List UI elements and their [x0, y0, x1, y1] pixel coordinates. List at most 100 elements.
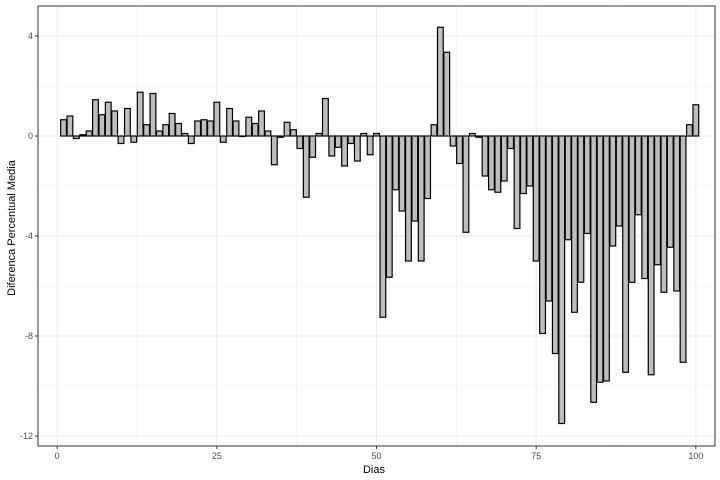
bar	[334, 135, 342, 148]
bar	[143, 124, 151, 137]
y-tick-label: 4	[28, 31, 33, 41]
x-tick-label: 75	[531, 451, 541, 461]
bar	[494, 135, 502, 193]
bar	[430, 124, 438, 137]
bar	[155, 130, 163, 137]
bar	[615, 135, 623, 227]
bar	[366, 135, 374, 156]
x-tick-label: 25	[212, 451, 222, 461]
y-tick-label: 0	[28, 131, 33, 141]
bar	[289, 129, 297, 137]
axis-ticks: 0 25 50 75 100 -12 -8 -4 0 4	[20, 31, 703, 461]
bar	[385, 135, 393, 278]
bar	[66, 115, 74, 137]
bar	[347, 135, 355, 145]
bar	[666, 135, 674, 248]
y-axis-title: Diferenca Percentual Media	[6, 159, 18, 296]
bar	[130, 135, 138, 143]
bar	[602, 135, 610, 382]
bar	[475, 135, 483, 138]
bar	[500, 135, 508, 182]
bar	[79, 134, 87, 137]
y-tick-label: -4	[25, 231, 33, 241]
bar	[564, 135, 572, 241]
bar	[558, 135, 566, 425]
bar	[187, 135, 195, 145]
bar	[175, 122, 182, 137]
bar	[545, 135, 553, 302]
bar	[117, 135, 125, 145]
bar	[226, 107, 234, 137]
bar	[692, 104, 700, 137]
bar	[213, 101, 221, 137]
bar	[373, 132, 380, 137]
bar	[258, 110, 266, 137]
bar	[328, 135, 336, 157]
bar	[539, 135, 547, 335]
bar	[341, 135, 349, 167]
bar	[277, 135, 285, 138]
bar	[417, 135, 425, 262]
bar	[456, 135, 464, 165]
bar	[481, 135, 489, 177]
bar	[462, 135, 470, 233]
bar	[634, 135, 642, 216]
bar	[85, 130, 93, 137]
bar	[168, 112, 176, 137]
bar	[551, 135, 559, 355]
bar	[647, 135, 655, 376]
bar	[641, 135, 649, 280]
bar	[609, 135, 617, 247]
bar	[162, 124, 170, 137]
bar	[379, 135, 387, 318]
bar	[353, 135, 361, 162]
bar	[92, 99, 99, 137]
bar	[577, 135, 585, 283]
bar	[411, 135, 419, 222]
bar	[590, 135, 598, 403]
bar	[424, 135, 432, 200]
bar	[583, 135, 591, 235]
bar	[513, 135, 521, 230]
bar	[443, 51, 451, 137]
bar	[315, 132, 323, 137]
bar	[404, 135, 412, 262]
bar	[519, 135, 527, 195]
bar	[60, 119, 68, 137]
bar	[685, 124, 693, 137]
bar	[194, 120, 202, 137]
bar	[622, 135, 630, 373]
y-tick-label: -12	[20, 431, 33, 441]
bar	[468, 132, 476, 137]
bar	[238, 135, 246, 138]
bar	[200, 119, 208, 137]
bar	[660, 135, 668, 293]
bar	[123, 107, 131, 137]
bar	[392, 135, 400, 191]
bar	[296, 135, 304, 150]
bar	[487, 135, 495, 191]
bar	[302, 135, 310, 198]
bar	[628, 135, 636, 283]
bar	[654, 135, 661, 266]
bar	[526, 135, 534, 187]
bar	[449, 135, 457, 147]
bar	[398, 135, 406, 212]
bar	[673, 135, 681, 292]
bar	[111, 110, 119, 137]
bar	[136, 91, 144, 137]
grid-lines	[38, 6, 715, 446]
bar	[596, 135, 604, 383]
bars	[60, 26, 700, 425]
bar	[321, 97, 329, 137]
bar	[571, 135, 578, 313]
x-axis-title: Dias	[363, 464, 386, 476]
bar	[72, 135, 80, 140]
bar	[507, 135, 515, 150]
x-tick-label: 50	[371, 451, 381, 461]
bar	[181, 132, 189, 137]
x-tick-label: 100	[688, 451, 703, 461]
bar	[360, 132, 368, 137]
bar	[283, 121, 291, 137]
